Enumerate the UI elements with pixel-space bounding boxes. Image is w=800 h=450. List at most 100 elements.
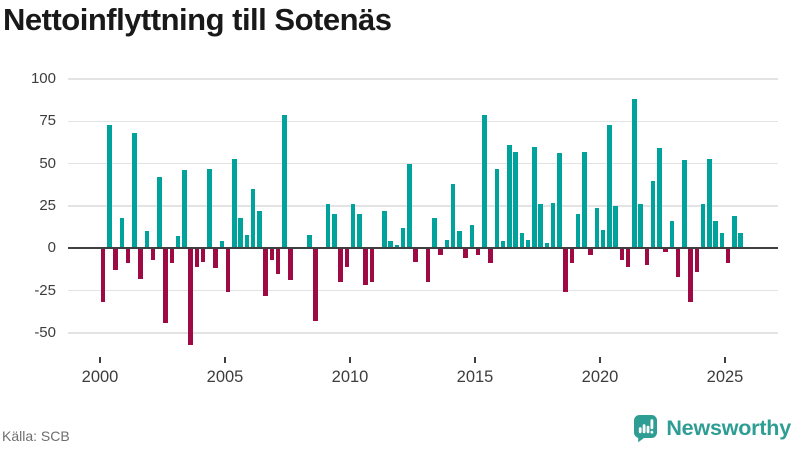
bar-negative — [263, 248, 268, 296]
bar-positive — [482, 114, 487, 249]
bar-positive — [594, 207, 600, 249]
bar-negative — [488, 248, 493, 264]
bar-positive — [513, 151, 518, 249]
bar-positive — [175, 236, 181, 249]
bar-negative — [200, 248, 206, 262]
bar-negative — [150, 248, 156, 261]
bar-negative — [275, 248, 281, 274]
newsworthy-wordmark: Newsworthy — [666, 416, 791, 440]
bar-positive — [657, 148, 662, 249]
bar-positive — [682, 160, 687, 249]
x-axis-label: 2010 — [331, 368, 369, 386]
x-axis-label: 2015 — [456, 368, 494, 386]
x-axis-tick — [224, 357, 226, 363]
bar-positive — [332, 214, 337, 249]
bar-positive — [582, 151, 587, 249]
x-axis-label: 2020 — [581, 368, 619, 386]
bar-negative — [675, 248, 681, 277]
bar-positive — [350, 204, 356, 249]
bar-positive — [450, 183, 456, 249]
bar-negative — [194, 248, 200, 267]
bar-positive — [144, 231, 150, 249]
bar-positive — [532, 146, 537, 249]
bar-negative — [113, 248, 118, 271]
bar-negative — [138, 248, 143, 279]
zero-axis-line — [68, 246, 778, 250]
bar-positive — [325, 204, 331, 249]
bar-negative — [644, 248, 650, 266]
bar-negative — [725, 248, 731, 264]
bar-positive — [382, 210, 387, 249]
bar-positive — [244, 234, 250, 249]
newsworthy-speech-bubble-bar-chart-icon — [634, 415, 658, 443]
bar-negative — [569, 248, 575, 264]
x-axis-tick — [724, 357, 726, 363]
bar-positive — [507, 144, 512, 249]
x-axis-label: 2005 — [206, 368, 244, 386]
bar-negative — [269, 248, 275, 261]
y-axis-label: 100 — [30, 70, 56, 87]
bar-positive — [282, 114, 287, 249]
bar-positive — [119, 217, 125, 249]
bar-positive — [650, 180, 656, 249]
y-axis-label: 0 — [47, 239, 56, 257]
bar-positive — [519, 232, 525, 249]
bar-negative — [663, 248, 668, 252]
bar-positive — [207, 168, 212, 249]
bar-positive — [394, 244, 400, 249]
bar-negative — [188, 248, 193, 345]
bar-positive — [250, 188, 256, 249]
bar-positive — [500, 241, 506, 249]
bar-positive — [357, 214, 362, 249]
bar-positive — [607, 124, 612, 249]
bar-positive — [632, 99, 637, 249]
bar-positive — [638, 204, 643, 249]
chart-title: Nettoinflyttning till Sotenäs — [3, 2, 392, 37]
bar-positive — [469, 224, 475, 249]
bar-positive — [575, 214, 581, 249]
y-axis-label: 50 — [39, 154, 56, 172]
bar-positive — [157, 177, 162, 249]
bar-positive — [713, 221, 718, 249]
bar-negative — [619, 248, 625, 261]
y-gridline — [68, 289, 778, 292]
x-axis-tick — [349, 357, 351, 363]
bar-positive — [707, 158, 712, 249]
bar-negative — [288, 248, 293, 281]
x-axis-tick — [99, 357, 101, 363]
bar-negative — [213, 248, 218, 269]
bar-negative — [225, 248, 231, 293]
bar-positive — [444, 239, 450, 249]
y-gridline — [68, 332, 778, 334]
bar-negative — [369, 248, 375, 283]
bar-negative — [100, 248, 106, 303]
x-axis-tick — [474, 357, 476, 363]
bar-positive — [525, 239, 531, 249]
bar-negative — [438, 248, 443, 255]
bar-negative — [425, 248, 431, 283]
bar-positive — [557, 153, 562, 249]
bar-positive — [457, 231, 462, 249]
bar-positive — [388, 241, 393, 249]
bar-positive — [544, 243, 550, 249]
bar-positive — [407, 163, 412, 249]
bar-positive — [700, 204, 706, 249]
bar-positive — [538, 204, 543, 249]
bar-negative — [338, 248, 343, 283]
bar-positive — [494, 168, 500, 249]
bar-negative — [625, 248, 631, 267]
source-note: Källa: SCB — [2, 428, 70, 444]
bar-positive — [232, 158, 237, 249]
bar-positive — [182, 170, 187, 249]
bar-negative — [563, 248, 568, 293]
bar-positive — [732, 216, 737, 249]
y-axis-label: 75 — [39, 112, 56, 130]
bar-positive — [238, 217, 243, 249]
bar-positive — [400, 227, 406, 249]
bar-positive — [432, 217, 437, 249]
y-gridline — [68, 120, 778, 123]
bar-negative — [463, 248, 468, 259]
y-axis-label: -25 — [34, 281, 56, 299]
bar-negative — [344, 248, 350, 267]
